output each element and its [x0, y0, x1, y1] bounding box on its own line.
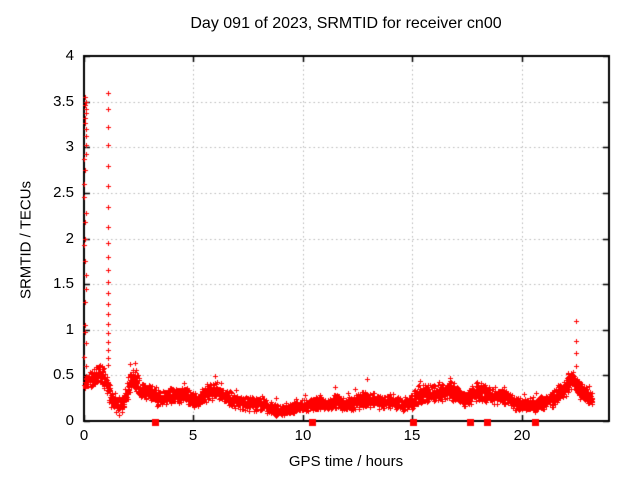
y-tick-label-1: 1 [65, 321, 74, 338]
x-tick-label-10: 10 [294, 427, 312, 444]
y-tick-label-4: 4 [65, 47, 74, 64]
x-tick-label-15: 15 [403, 427, 421, 444]
y-tick-label-0: 0 [65, 412, 74, 429]
x-axis-label: GPS time / hours [288, 453, 404, 470]
y-tick-label-2: 2 [65, 230, 74, 247]
y-tick-label-1p5: 1.5 [53, 275, 74, 292]
x-tick-label-0: 0 [79, 427, 89, 444]
chart-title: Day 091 of 2023, SRMTID for receiver cn0… [190, 15, 502, 32]
y-tick-label-2p5: 2.5 [53, 184, 74, 201]
y-tick-label-3: 3 [65, 138, 74, 155]
x-tick-label-5: 5 [188, 427, 198, 444]
x-tick-label-20: 20 [513, 427, 531, 444]
y-tick-label-3p5: 3.5 [53, 93, 74, 110]
y-tick-label-0p5: 0.5 [53, 366, 74, 383]
